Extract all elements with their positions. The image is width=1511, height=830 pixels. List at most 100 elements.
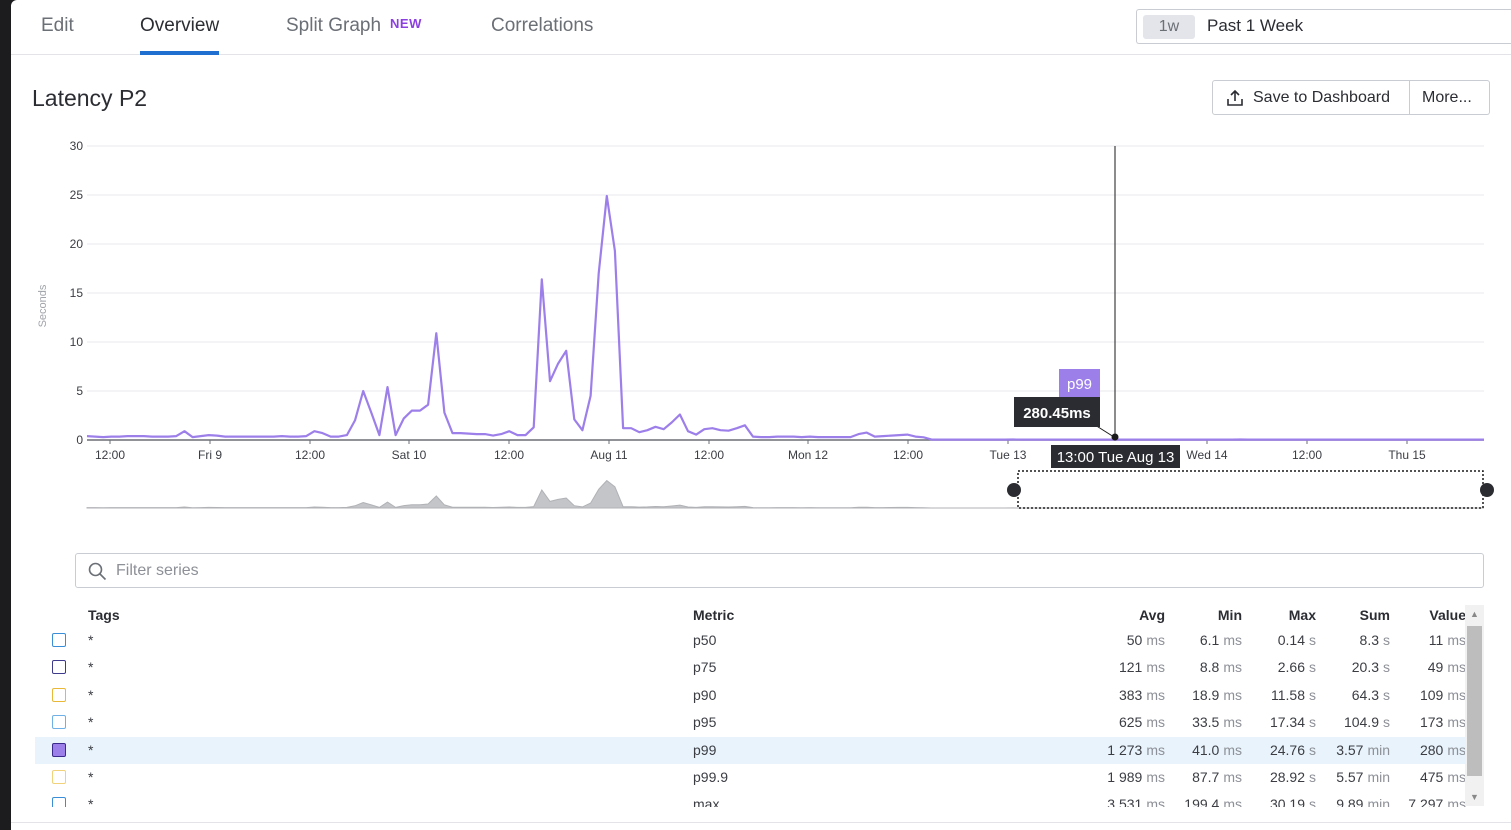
row-avg: 1 273 ms (1095, 742, 1165, 758)
graph-actions: Save to Dashboard More... (1212, 80, 1490, 115)
series-checkbox[interactable] (52, 687, 66, 702)
timeframe-label: Past 1 Week (1207, 16, 1304, 35)
table-row[interactable]: * p99 1 273 ms 41.0 ms 24.76 s 3.57 min 280 ms (35, 736, 1466, 764)
row-max-unit: s (1309, 796, 1316, 807)
timeframe-picker[interactable]: 1w Past 1 Week (1136, 9, 1511, 44)
scroll-thumb[interactable] (1467, 626, 1482, 776)
hover-series-tag: p99 (1059, 369, 1100, 397)
row-min-value: 41.0 (1192, 741, 1220, 758)
row-min-unit: ms (1223, 796, 1242, 807)
scroll-down-arrow[interactable]: ▼ (1470, 792, 1479, 802)
series-checkbox[interactable] (52, 797, 66, 807)
col-value[interactable]: Value (1429, 607, 1466, 623)
tab-edit[interactable]: Edit (41, 15, 74, 36)
series-checkbox[interactable] (52, 715, 66, 730)
y-axis-label: Seconds (37, 284, 49, 327)
row-metric: p99.9 (693, 769, 729, 785)
col-tags[interactable]: Tags (88, 607, 120, 623)
filter-series-input[interactable] (116, 560, 1416, 582)
row-min-value: 18.9 (1192, 686, 1220, 703)
row-avg-value: 383 (1118, 686, 1143, 703)
row-sum-unit: min (1367, 741, 1390, 758)
minimap-selection[interactable] (1017, 470, 1484, 509)
x-tick-label: 12:00 (494, 448, 524, 462)
series-checkbox[interactable] (52, 742, 66, 757)
row-sum: 5.57 min (1320, 769, 1390, 785)
row-max: 17.34 s (1246, 714, 1316, 730)
col-sum[interactable]: Sum (1359, 607, 1390, 623)
row-tags: * (88, 686, 94, 703)
timeframe-short-badge: 1w (1143, 15, 1195, 39)
hover-time-tooltip: 13:00 Tue Aug 13 (1051, 445, 1180, 468)
latency-chart[interactable]: 0 5 10 15 20 25 30 Seconds 12:00 Fri 9 12:00 Sat … (11, 130, 1511, 520)
row-avg-value: 121 (1118, 659, 1143, 676)
row-max-value: 2.66 (1277, 659, 1305, 676)
col-avg[interactable]: Avg (1139, 607, 1165, 623)
row-sum-value: 9.89 (1336, 796, 1364, 807)
row-max-value: 17.34 (1269, 714, 1305, 731)
x-tick-label: Tue 13 (990, 448, 1027, 462)
row-min-unit: ms (1223, 769, 1242, 785)
col-metric[interactable]: Metric (693, 607, 735, 623)
row-max-unit: s (1309, 632, 1316, 648)
more-label: More... (1422, 88, 1472, 106)
table-row[interactable]: * p95 625 ms 33.5 ms 17.34 s 104.9 s 173 ms (35, 709, 1466, 736)
minimap-left-handle[interactable] (1007, 483, 1021, 497)
app-window: Edit Overview Split Graph NEW Correlation… (11, 0, 1511, 830)
row-value-unit: ms (1447, 796, 1466, 807)
row-avg-unit: ms (1146, 741, 1165, 758)
overview-minimap[interactable] (86, 470, 1494, 509)
row-avg: 625 ms (1095, 714, 1165, 730)
filter-series (75, 553, 1484, 588)
scroll-up-arrow[interactable]: ▲ (1470, 609, 1479, 619)
tab-split-graph[interactable]: Split Graph NEW (286, 15, 422, 55)
row-sum-value: 64.3 (1351, 686, 1379, 703)
tab-correlations[interactable]: Correlations (491, 15, 594, 36)
table-row[interactable]: * p75 121 ms 8.8 ms 2.66 s 20.3 s 49 ms (35, 654, 1466, 681)
more-button[interactable]: More... (1410, 80, 1490, 115)
row-avg-unit: ms (1146, 796, 1165, 807)
minimap-area (86, 479, 1484, 509)
chart-grid (87, 145, 1484, 441)
row-value-unit: ms (1447, 659, 1466, 676)
series-checkbox[interactable] (52, 770, 66, 784)
col-min[interactable]: Min (1217, 607, 1242, 623)
row-value-value: 280 (1419, 741, 1444, 758)
row-max-value: 24.76 (1269, 741, 1305, 758)
row-min: 41.0 ms (1172, 742, 1242, 758)
row-max-unit: s (1309, 686, 1316, 703)
table-scrollbar[interactable]: ▲ ▼ (1465, 605, 1484, 806)
save-to-dashboard-button[interactable]: Save to Dashboard (1212, 80, 1410, 115)
row-value-value: 7 297 (1408, 796, 1444, 807)
row-sum: 20.3 s (1320, 659, 1390, 675)
row-sum-unit: s (1383, 686, 1390, 703)
tab-split-graph-label: Split Graph (286, 15, 382, 36)
row-value: 475 ms (1396, 769, 1466, 785)
row-sum-unit: s (1383, 714, 1390, 731)
series-checkbox[interactable] (52, 660, 66, 675)
series-checkbox[interactable] (52, 633, 66, 647)
row-avg-unit: ms (1146, 769, 1165, 785)
x-tick-label: 12:00 (694, 448, 724, 462)
col-max[interactable]: Max (1288, 607, 1316, 623)
row-avg-unit: ms (1146, 659, 1165, 676)
row-avg-value: 1 989 (1107, 769, 1143, 785)
x-tick-label: Wed 14 (1186, 448, 1227, 462)
table-row[interactable]: * p99.9 1 989 ms 87.7 ms 28.92 s 5.57 min 475 ms (35, 764, 1466, 791)
table-row[interactable]: * p50 50 ms 6.1 ms 0.14 s 8.3 s 11 ms (35, 627, 1466, 654)
row-value: 109 ms (1396, 687, 1466, 703)
minimap-right-handle[interactable] (1480, 483, 1494, 497)
row-avg-value: 1 273 (1107, 741, 1143, 758)
row-max-unit: s (1309, 659, 1316, 676)
tab-overview[interactable]: Overview (140, 15, 220, 55)
row-value-value: 109 (1419, 686, 1444, 703)
table-row[interactable]: * p90 383 ms 18.9 ms 11.58 s 64.3 s 109 ms (35, 682, 1466, 709)
x-tick-label: Thu 15 (1388, 448, 1426, 462)
table-row[interactable]: * max 3 531 ms 199.4 ms 30.19 s 9.89 min 7 297 ms (35, 791, 1466, 807)
row-metric: max (693, 796, 720, 807)
x-tick-label: 12:00 (95, 448, 125, 462)
row-tags: * (88, 659, 94, 676)
divider (11, 822, 1511, 823)
series-line-p99[interactable] (86, 194, 1484, 441)
row-avg: 383 ms (1095, 687, 1165, 703)
